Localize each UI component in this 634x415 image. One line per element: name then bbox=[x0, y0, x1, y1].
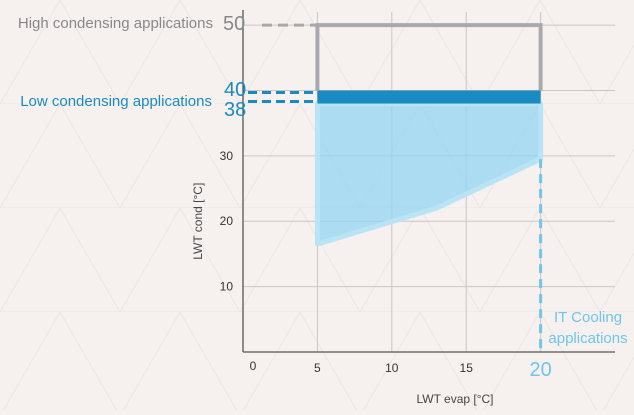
x-tick-label: 5 bbox=[314, 361, 321, 375]
x-tick-label: 15 bbox=[460, 361, 474, 375]
it-cooling-label-line1: IT Cooling bbox=[554, 309, 622, 326]
x-tick-label: 10 bbox=[385, 361, 399, 375]
low-condensing-band bbox=[317, 90, 541, 104]
high-condensing-outline bbox=[315, 23, 543, 91]
it-cooling-region bbox=[314, 101, 544, 247]
it-cooling-label-line2: applications bbox=[548, 330, 627, 347]
it-cooling-value: 20 bbox=[529, 359, 551, 381]
y-tick-label: 20 bbox=[220, 214, 234, 228]
axes bbox=[242, 10, 615, 353]
low-condensing-label: Low condensing applications bbox=[20, 93, 212, 110]
low-condensing-value-40: 40 bbox=[224, 79, 246, 101]
low-condensing-value-38: 38 bbox=[224, 99, 246, 121]
x-axis-label: LWT evap [°C] bbox=[416, 392, 493, 406]
y-axis-label: LWT cond [°C] bbox=[191, 183, 205, 260]
origin-label: 0 bbox=[250, 359, 257, 373]
high-condensing-value: 50 bbox=[223, 13, 245, 35]
high-condensing-label: High condensing applications bbox=[18, 15, 213, 32]
y-tick-label: 30 bbox=[220, 149, 234, 163]
labels: 5 10 15 10 20 30 0 LWT evap [°C] LWT cond [°C] Hi… bbox=[18, 13, 628, 406]
regions bbox=[248, 23, 544, 352]
y-tick-label: 10 bbox=[220, 280, 234, 294]
